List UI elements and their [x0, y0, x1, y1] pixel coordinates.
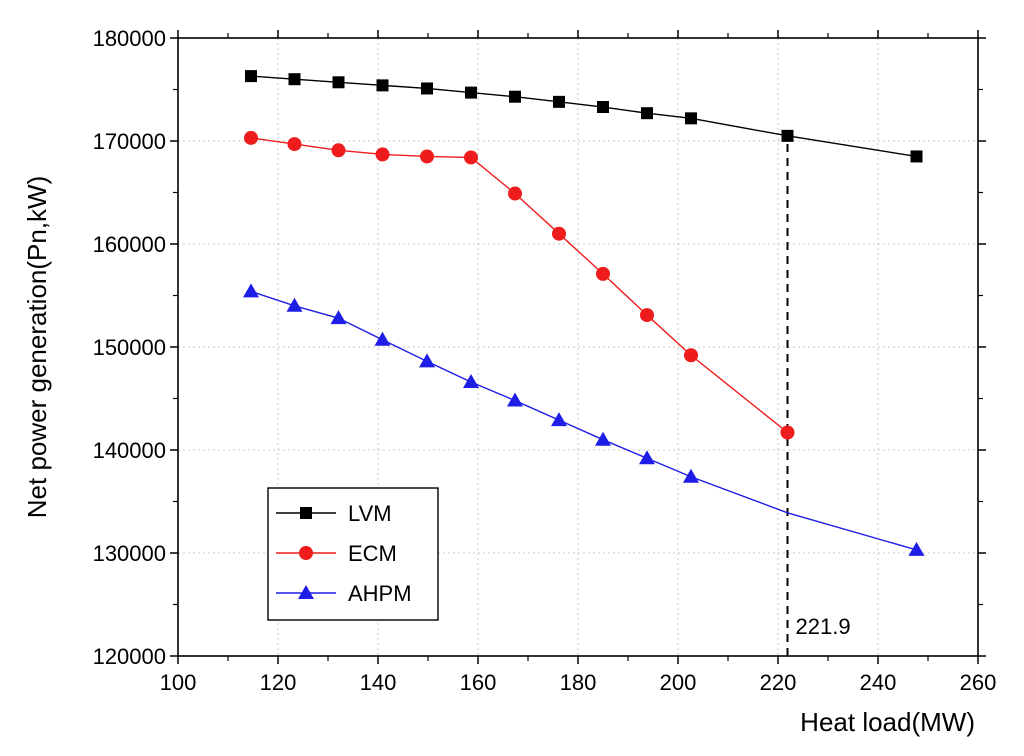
- y-tick-label: 160000: [93, 232, 166, 257]
- legend-label-ahpm: AHPM: [348, 581, 412, 606]
- data-point-lvm: [509, 90, 521, 103]
- data-point-lvm: [685, 112, 697, 125]
- data-point-ecm: [508, 186, 522, 201]
- legend: LVM ECM AHPM: [267, 487, 439, 621]
- data-point-ahpm: [683, 468, 699, 483]
- grid: [178, 38, 978, 656]
- x-axis-title: Heat load(MW): [800, 707, 975, 737]
- data-point-ecm: [331, 143, 346, 158]
- x-tick-label: 140: [360, 670, 397, 695]
- data-point-lvm: [597, 101, 609, 114]
- data-point-ahpm: [286, 297, 303, 312]
- data-point-lvm: [421, 82, 433, 95]
- y-tick-label: 120000: [93, 644, 166, 669]
- x-tick-label: 240: [860, 670, 897, 695]
- data-point-ecm: [244, 130, 258, 145]
- data-point-lvm: [553, 95, 565, 108]
- x-tick-label: 100: [160, 670, 197, 695]
- data-point-ecm: [640, 308, 654, 323]
- data-point-ecm: [420, 149, 434, 164]
- data-point-lvm: [288, 73, 301, 86]
- series: [243, 70, 925, 556]
- data-point-ahpm: [463, 374, 479, 389]
- annotation-label: 221.9: [796, 614, 851, 639]
- data-point-lvm: [781, 129, 794, 142]
- data-point-ahpm: [908, 541, 925, 556]
- data-point-ecm: [684, 348, 698, 363]
- data-point-ecm: [464, 150, 478, 165]
- y-tick-label: 180000: [93, 26, 166, 51]
- data-point-ecm: [552, 226, 566, 241]
- legend-marker-ecm: [299, 546, 313, 560]
- data-point-lvm: [465, 86, 477, 99]
- data-point-ecm: [780, 425, 795, 440]
- data-point-ahpm: [639, 450, 655, 465]
- data-point-lvm: [910, 150, 923, 163]
- legend-label-lvm: LVM: [348, 501, 392, 526]
- x-tick-label: 160: [460, 670, 497, 695]
- y-tick-label: 140000: [93, 438, 166, 463]
- axes: 100 120 140 160 180 200 220 240 260 120000 130000 1…: [93, 26, 997, 695]
- series-lvm: [245, 70, 923, 163]
- data-point-ahpm: [374, 331, 391, 346]
- y-axis-title: Net power generation(Pn,kW): [22, 176, 52, 518]
- data-point-ahpm: [551, 412, 567, 427]
- data-point-lvm: [641, 107, 653, 120]
- data-point-ecm: [287, 137, 302, 152]
- y-tick-label: 170000: [93, 129, 166, 154]
- legend-label-ecm: ECM: [348, 541, 397, 566]
- data-point-lvm: [245, 70, 257, 83]
- data-point-ahpm: [243, 283, 259, 298]
- legend-box: [267, 487, 439, 621]
- annotations: 221.9: [786, 135, 851, 656]
- legend-marker-ahpm: [298, 585, 314, 599]
- data-point-ahpm: [419, 353, 435, 368]
- data-point-ahpm: [507, 392, 523, 407]
- data-point-lvm: [332, 76, 345, 89]
- series-ahpm: [243, 283, 925, 556]
- legend-marker-lvm: [300, 507, 312, 519]
- series-line-ecm: [250, 137, 788, 434]
- y-tick-label: 130000: [93, 541, 166, 566]
- data-point-ahpm: [595, 431, 611, 446]
- data-point-ecm: [596, 266, 610, 281]
- y-tick-label: 150000: [93, 335, 166, 360]
- x-tick-label: 200: [660, 670, 697, 695]
- x-tick-label: 120: [260, 670, 297, 695]
- data-point-ahpm: [330, 310, 347, 325]
- x-tick-label: 180: [560, 670, 597, 695]
- data-point-lvm: [376, 79, 389, 92]
- x-tick-label: 220: [760, 670, 797, 695]
- data-point-ecm: [375, 147, 390, 162]
- series-ecm: [244, 130, 795, 440]
- x-tick-label: 260: [960, 670, 997, 695]
